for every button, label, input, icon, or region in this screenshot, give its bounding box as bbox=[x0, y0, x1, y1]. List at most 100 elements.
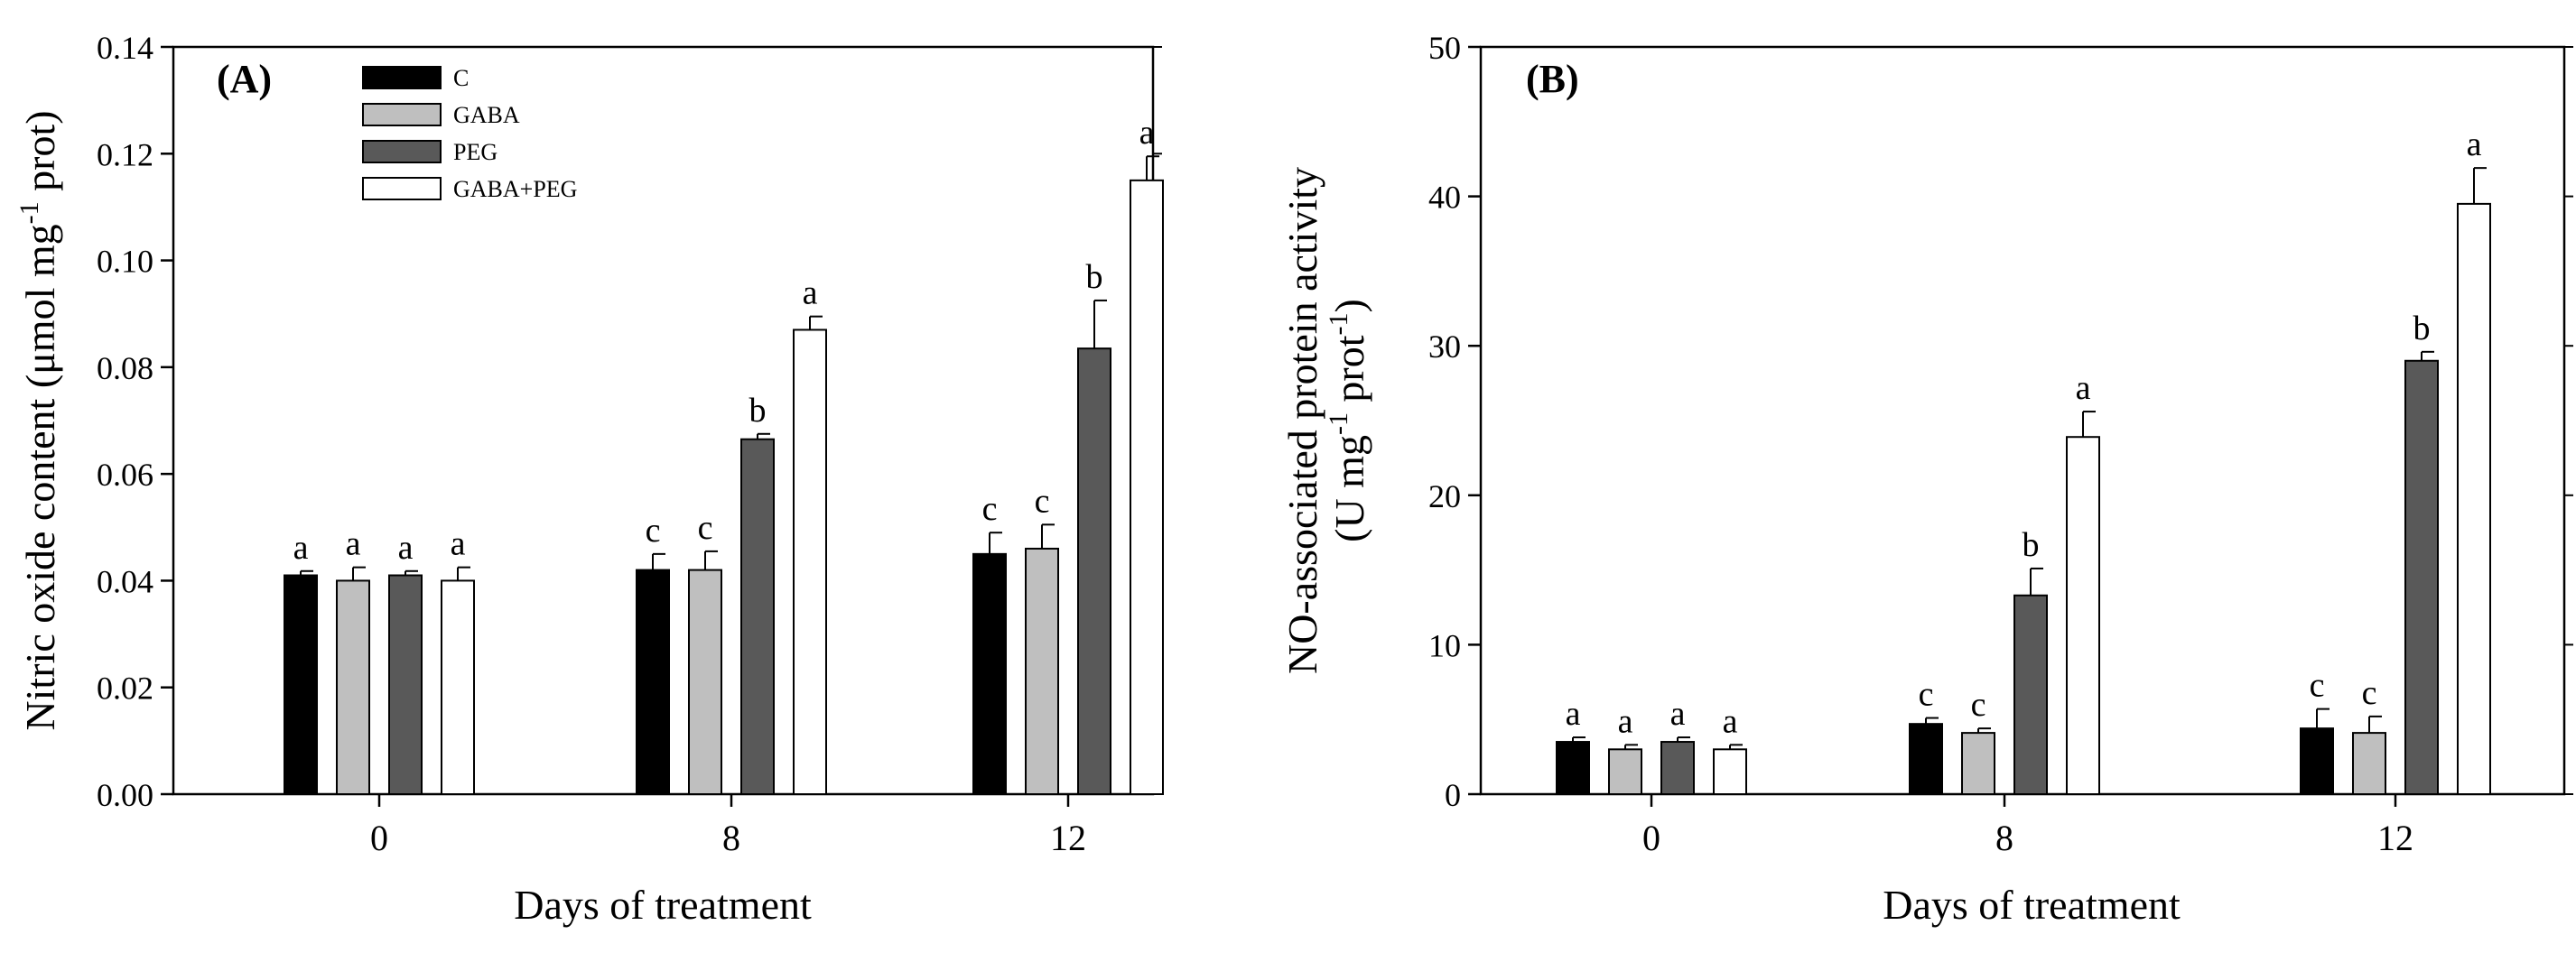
legend-label-gaba-peg: GABA+PEG bbox=[453, 176, 577, 202]
significance-letter: a bbox=[1723, 702, 1738, 740]
bar bbox=[1961, 732, 1995, 795]
y-tick-label: 0.10 bbox=[97, 244, 153, 280]
legend-swatch-gaba bbox=[362, 103, 442, 126]
panel-b-y-axis-title-line2: (U mg-1 prot-1) bbox=[1324, 299, 1372, 542]
panel-b-x-axis: 0 8 12 bbox=[1642, 794, 2413, 858]
bar bbox=[336, 579, 370, 796]
x-tick-label: 8 bbox=[1995, 818, 2013, 858]
significance-letter: c bbox=[1919, 676, 1934, 714]
panel-a-y-axis-title-main: Nitric oxide content (μmol mg bbox=[17, 224, 63, 730]
bar bbox=[636, 569, 670, 795]
bar bbox=[2352, 732, 2386, 795]
x-tick-label: 0 bbox=[370, 818, 388, 858]
panel-b-y-axis-title-line2-a: (U mg bbox=[1326, 435, 1372, 542]
y-tick-label: 0.06 bbox=[97, 457, 153, 493]
panel-b-y-axis-title-line2-c: ) bbox=[1326, 299, 1372, 312]
significance-letter: a bbox=[1566, 695, 1581, 733]
bar bbox=[2013, 594, 2048, 796]
y-tick-label: 30 bbox=[1428, 328, 1461, 365]
significance-letter: c bbox=[698, 509, 713, 547]
bar bbox=[1077, 347, 1111, 795]
panel-a-x-axis-title: Days of treatment bbox=[514, 882, 812, 928]
panel-a-label: (A) bbox=[217, 57, 272, 101]
panel-a-y-axis-title-tail: prot) bbox=[17, 110, 63, 201]
significance-letter: b bbox=[1086, 258, 1103, 296]
panel-b-y-axis: 0 10 20 30 40 50 bbox=[1428, 30, 2573, 813]
legend-label-c: C bbox=[453, 65, 469, 91]
bar bbox=[2300, 727, 2334, 795]
significance-letter: a bbox=[293, 529, 309, 567]
y-tick-label: 20 bbox=[1428, 478, 1461, 514]
panel-b-y-axis-title-line1: NO-associated protein activity bbox=[1279, 167, 1325, 674]
legend-swatch-c bbox=[362, 66, 442, 89]
legend-label-peg: PEG bbox=[453, 139, 498, 165]
y-tick-label: 0.12 bbox=[97, 136, 153, 172]
panel-a-y-axis: 0.00 0.02 0.04 0.06 0.08 0.10 0.12 0.14 bbox=[97, 30, 1162, 813]
bar bbox=[2066, 436, 2100, 795]
x-tick-label: 12 bbox=[2377, 818, 2413, 858]
panel-a: (A) Days of treatment Nitric oxide conte… bbox=[14, 30, 1164, 928]
legend-label-gaba: GABA bbox=[453, 102, 520, 128]
bar bbox=[1713, 748, 1747, 796]
y-tick-label: 0.14 bbox=[97, 30, 153, 66]
significance-letter: c bbox=[2362, 674, 2377, 712]
panel-b: (B) Days of treatment NO-associated prot… bbox=[1279, 30, 2573, 928]
significance-letter: a bbox=[2467, 125, 2482, 163]
bar bbox=[1025, 547, 1059, 795]
bar bbox=[1608, 748, 1642, 796]
y-tick-label: 0.00 bbox=[97, 777, 153, 813]
panel-b-y-axis-title-line2-b: prot bbox=[1326, 335, 1372, 412]
panel-b-y-axis-title-line2-sup1: -1 bbox=[1324, 412, 1353, 435]
legend-swatch-peg bbox=[362, 140, 442, 163]
y-tick-label: 50 bbox=[1428, 30, 1461, 66]
bar bbox=[441, 579, 475, 796]
y-tick-label: 0.08 bbox=[97, 350, 153, 386]
bar bbox=[388, 574, 423, 795]
significance-letter: c bbox=[2310, 667, 2325, 705]
y-tick-label: 10 bbox=[1428, 627, 1461, 663]
significance-letter: a bbox=[346, 525, 361, 563]
x-tick-label: 8 bbox=[722, 818, 740, 858]
y-tick-label: 0 bbox=[1445, 777, 1461, 813]
significance-letter: c bbox=[1971, 686, 1986, 724]
y-tick-label: 0.02 bbox=[97, 671, 153, 707]
significance-letter: c bbox=[982, 490, 998, 528]
bar bbox=[1130, 179, 1164, 796]
x-tick-label: 0 bbox=[1642, 818, 1660, 858]
legend-swatch-gaba-peg bbox=[362, 177, 442, 200]
significance-letter: b bbox=[749, 392, 767, 430]
significance-letter: a bbox=[2076, 369, 2091, 407]
panel-a-x-axis: 0 8 12 bbox=[370, 794, 1086, 858]
bar bbox=[972, 552, 1007, 795]
significance-letter: c bbox=[646, 512, 661, 550]
panel-a-legend: C GABA PEG GABA+PEG bbox=[362, 65, 577, 202]
significance-letter: a bbox=[803, 274, 818, 312]
significance-letter: a bbox=[1618, 702, 1633, 740]
significance-letter: a bbox=[1670, 695, 1686, 733]
x-tick-label: 12 bbox=[1050, 818, 1086, 858]
significance-letter: a bbox=[1139, 114, 1155, 152]
y-tick-label: 40 bbox=[1428, 180, 1461, 216]
panel-b-y-axis-title-line2-sup2: -1 bbox=[1324, 312, 1353, 335]
significance-letter: c bbox=[1035, 482, 1050, 520]
panel-b-x-axis-title: Days of treatment bbox=[1883, 882, 2181, 928]
bar bbox=[2404, 359, 2439, 795]
bar bbox=[793, 328, 827, 795]
bar bbox=[1660, 741, 1695, 795]
panel-a-y-axis-title: Nitric oxide content (μmol mg-1 prot) bbox=[14, 110, 63, 730]
bar bbox=[284, 574, 318, 795]
panel-a-y-axis-title-sup: -1 bbox=[14, 201, 44, 224]
bar bbox=[1909, 723, 1943, 796]
panel-b-label: (B) bbox=[1526, 57, 1579, 101]
bar bbox=[688, 569, 722, 795]
bar bbox=[740, 438, 775, 795]
bar bbox=[1556, 741, 1590, 795]
y-tick-label: 0.04 bbox=[97, 563, 153, 599]
significance-letter: b bbox=[2413, 310, 2431, 347]
significance-letter: a bbox=[398, 529, 414, 567]
bar bbox=[2457, 202, 2491, 795]
